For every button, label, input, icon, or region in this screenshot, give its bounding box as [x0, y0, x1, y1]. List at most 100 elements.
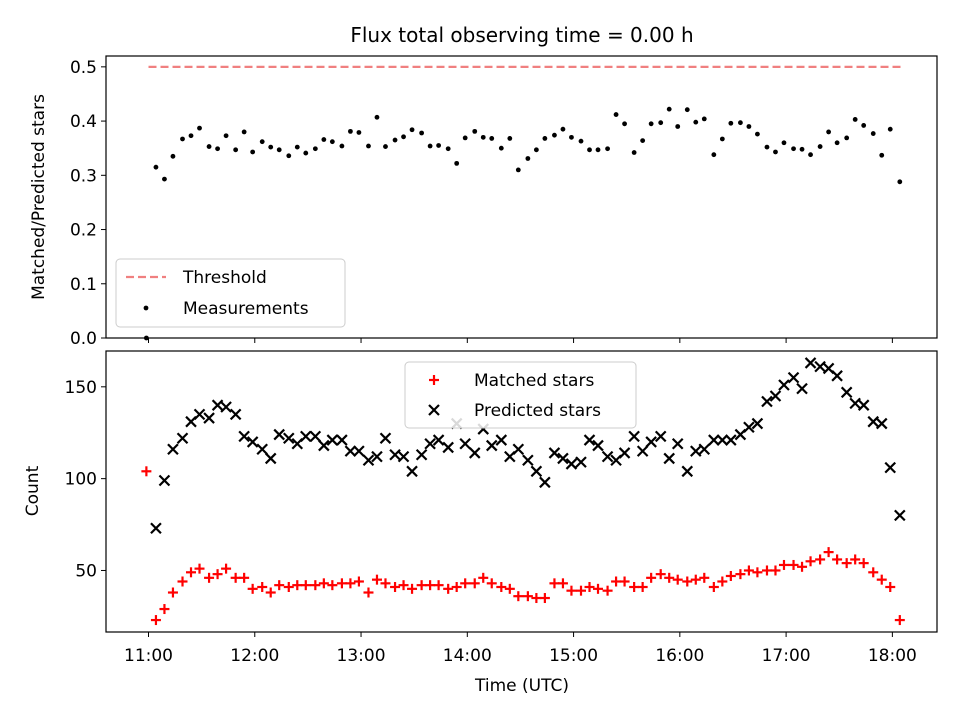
measurement-point	[675, 124, 681, 129]
predicted-star-point	[618, 447, 631, 459]
measurement-point	[844, 135, 850, 141]
ratio-panel-frame	[105, 55, 938, 339]
matched-star-point	[788, 559, 799, 570]
measurement-point	[276, 147, 282, 153]
measurement-point	[560, 126, 566, 132]
predicted-star-point	[708, 434, 720, 446]
predicted-star-point	[787, 371, 800, 384]
predicted-star-point	[389, 448, 401, 461]
measurement-point	[587, 147, 592, 153]
predicted-star-point	[583, 434, 596, 446]
matched-star-point	[504, 583, 515, 594]
ratio-y-tick-label: 0.4	[70, 112, 97, 132]
matched-star-point	[407, 583, 418, 594]
measurement-point	[887, 126, 893, 132]
predicted-star-point	[371, 450, 383, 463]
measurement-point	[197, 125, 202, 131]
predicted-star-point	[575, 456, 587, 468]
predicted-star-point	[769, 390, 782, 402]
measurement-point	[711, 152, 717, 158]
predicted-star-point	[654, 430, 667, 443]
predicted-star-point	[256, 443, 268, 456]
matched-star-point	[239, 572, 250, 583]
count-panel: 50 100 150 Count Matched stars Predicted s…	[23, 350, 938, 633]
predicted-star-point	[167, 443, 179, 456]
measurement-point	[791, 146, 796, 152]
predicted-star-point	[353, 445, 365, 457]
matched-star-point	[469, 578, 480, 589]
matched-star-point	[257, 582, 268, 593]
measurement-points	[143, 106, 903, 341]
measurement-point	[666, 106, 672, 112]
measurement-point	[241, 129, 247, 135]
measurement-point	[472, 128, 478, 134]
measurements-legend-label: Measurements	[183, 299, 309, 319]
measurement-point	[250, 149, 256, 155]
matched-star-point	[150, 615, 161, 626]
matched-star-point	[194, 563, 205, 574]
measurement-point	[640, 138, 646, 144]
predicted-star-point	[671, 437, 684, 450]
predicted-star-point	[636, 445, 649, 457]
measurement-point	[268, 144, 274, 150]
predicted-star-point	[849, 397, 861, 410]
x-tick-label: 14:00	[443, 646, 492, 666]
measurement-point	[808, 152, 813, 158]
matched-star-point	[858, 558, 869, 569]
matched-star-point	[336, 578, 347, 589]
predicted-star-point	[309, 430, 322, 443]
matched-star-point	[549, 578, 560, 589]
matched-star-point	[486, 578, 497, 589]
matched-star-point	[345, 578, 356, 589]
measurement-point	[648, 121, 654, 127]
predicted-star-point	[681, 465, 694, 478]
predicted-star-point	[645, 436, 657, 448]
matched-star-point	[708, 582, 719, 593]
x-tick-label: 11:00	[124, 646, 173, 666]
matched-star-point	[318, 578, 329, 589]
count-panel-ticks: 50 100 150	[65, 378, 106, 581]
measurement-point	[817, 144, 823, 149]
predicted-star-point	[336, 434, 348, 446]
measurement-point	[605, 146, 610, 152]
matched-star-point	[247, 583, 258, 594]
matched-star-point	[894, 615, 905, 626]
predicted-star-point	[415, 448, 428, 461]
threshold-legend-label: Threshold	[182, 268, 267, 288]
matched-star-point	[655, 569, 666, 580]
matched-stars-legend-label: Matched stars	[474, 371, 594, 391]
measurement-point	[294, 144, 300, 150]
matched-star-point	[522, 591, 533, 602]
count-legend: Matched stars Predicted stars	[404, 361, 637, 429]
measurement-point	[436, 143, 442, 148]
matched-star-point	[664, 572, 675, 583]
chart-title: Flux total observing time = 0.00 h	[350, 23, 693, 47]
count-points	[141, 357, 906, 626]
predicted-star-point	[894, 509, 906, 522]
matched-star-point	[460, 578, 471, 589]
matched-star-point	[478, 572, 489, 583]
predicted-star-point	[814, 360, 826, 373]
measurement-point	[480, 134, 486, 140]
ratio-y-tick-label: 0.0	[70, 329, 97, 349]
matched-star-point	[513, 591, 524, 602]
predicted-star-point	[867, 415, 880, 428]
matched-star-point	[177, 576, 188, 587]
predicted-star-point	[326, 434, 339, 446]
measurement-point	[180, 136, 185, 142]
measurement-point	[658, 120, 664, 126]
predicted-star-point	[548, 447, 561, 459]
measurement-point	[366, 143, 371, 149]
matched-star-point	[398, 580, 409, 591]
predicted-star-point	[831, 370, 843, 382]
predicted-star-point	[318, 439, 330, 452]
matched-star-point	[274, 580, 285, 591]
predicted-star-point	[485, 439, 498, 452]
measurement-point	[746, 124, 752, 129]
measurement-point	[321, 137, 327, 142]
predicted-star-point	[796, 382, 808, 395]
predicted-star-point	[203, 412, 215, 424]
measurement-point	[861, 123, 867, 128]
matched-star-point	[823, 547, 834, 558]
count-y-tick-label: 150	[65, 378, 97, 398]
